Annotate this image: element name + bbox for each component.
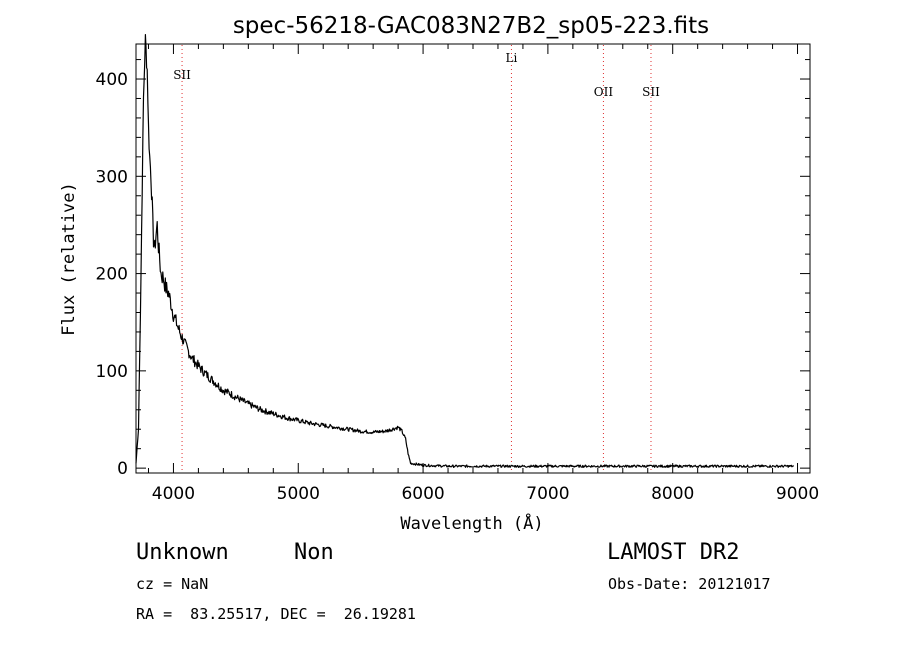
spectral-line-markers: SII Li OII SII: [173, 45, 660, 472]
axis-ticks: [136, 44, 810, 473]
subclass-label: Non: [294, 540, 334, 565]
x-axis-label: Wavelength (Å): [400, 512, 543, 534]
chart-title: spec-56218-GAC083N27B2_sp05-223.fits: [233, 13, 709, 39]
y-tick-label: 100: [96, 362, 128, 382]
x-tick-label: 8000: [651, 484, 694, 504]
cz-text: cz = NaN: [136, 575, 209, 593]
y-tick-label: 0: [117, 459, 128, 479]
y-tick-label: 300: [96, 167, 128, 187]
obs-date-text: Obs-Date: 20121017: [608, 575, 771, 593]
y-tick-label: 200: [96, 265, 128, 285]
spectrum-line: [135, 34, 795, 468]
axis-tick-labels: 4000 5000 6000 7000 8000 9000 0 100 200 300 400: [96, 70, 820, 504]
survey-label: LAMOST DR2: [607, 540, 740, 565]
x-tick-label: 7000: [526, 484, 569, 504]
y-axis-label: Flux (relative): [59, 182, 79, 336]
line-marker-label: Li: [506, 51, 518, 65]
line-marker-label: SII: [642, 85, 660, 99]
line-marker-label: SII: [173, 68, 191, 82]
plot-frame: [135, 43, 811, 474]
x-tick-label: 9000: [776, 484, 819, 504]
line-marker-label: OII: [594, 85, 614, 99]
class-label: Unknown: [136, 540, 229, 565]
x-tick-label: 4000: [152, 484, 195, 504]
y-tick-label: 400: [96, 70, 128, 90]
x-tick-label: 6000: [401, 484, 444, 504]
coordinates-text: RA = 83.25517, DEC = 26.19281: [136, 605, 416, 623]
x-tick-label: 5000: [277, 484, 320, 504]
